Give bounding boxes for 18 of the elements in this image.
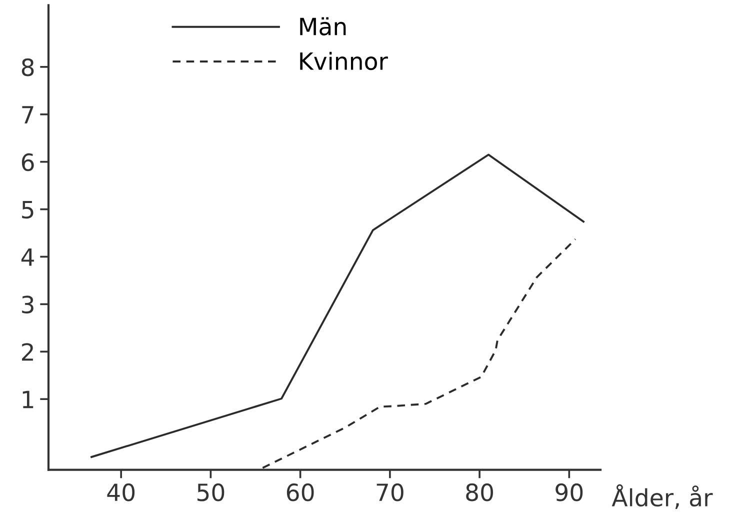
legend-label: Män bbox=[300, 17, 346, 36]
y-tick-label: 6 bbox=[22, 153, 34, 172]
x-tick-label: 40 bbox=[107, 483, 135, 502]
y-tick-label: 5 bbox=[22, 201, 34, 219]
x-axis-title: Ålder, år bbox=[612, 484, 713, 509]
x-tick-label: 60 bbox=[286, 483, 314, 502]
x-tick-label: 70 bbox=[376, 483, 404, 502]
y-tick-label: 4 bbox=[21, 248, 34, 266]
legend-label: Kvinnor bbox=[300, 52, 388, 70]
x-tick-label: 90 bbox=[556, 483, 583, 502]
y-tick-label: 2 bbox=[22, 343, 33, 361]
y-tick-label: 3 bbox=[22, 296, 34, 314]
x-tick-label: 50 bbox=[197, 483, 224, 502]
y-tick-label: 7 bbox=[22, 106, 34, 124]
x-tick-label: 80 bbox=[466, 483, 493, 502]
line-series bbox=[90, 154, 584, 458]
y-tick-label: 1 bbox=[22, 390, 34, 408]
y-tick-label: 8 bbox=[22, 58, 34, 76]
